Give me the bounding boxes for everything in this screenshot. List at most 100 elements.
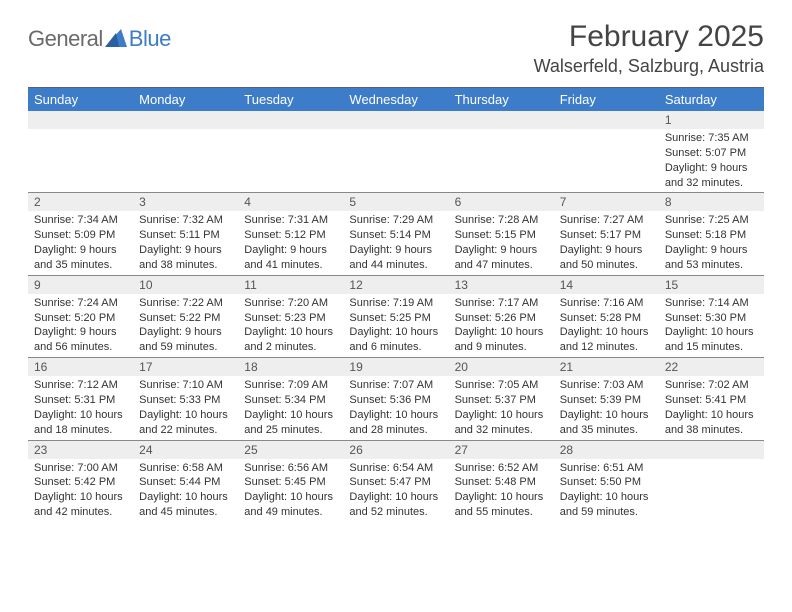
day-cell bbox=[343, 111, 448, 192]
logo-word2: Blue bbox=[129, 26, 171, 52]
day-sunrise: Sunrise: 7:02 AM bbox=[665, 378, 758, 393]
weekday-header: Monday bbox=[133, 88, 238, 111]
day-number: 22 bbox=[659, 358, 764, 376]
day-daylight2: and 59 minutes. bbox=[560, 505, 653, 520]
day-info: Sunrise: 7:28 AMSunset: 5:15 PMDaylight:… bbox=[449, 211, 554, 274]
day-sunrise: Sunrise: 7:17 AM bbox=[455, 296, 548, 311]
day-daylight2: and 32 minutes. bbox=[665, 176, 758, 191]
week-row: 1Sunrise: 7:35 AMSunset: 5:07 PMDaylight… bbox=[28, 111, 764, 193]
day-daylight2: and 9 minutes. bbox=[455, 340, 548, 355]
day-cell: 11Sunrise: 7:20 AMSunset: 5:23 PMDayligh… bbox=[238, 276, 343, 357]
day-sunrise: Sunrise: 7:27 AM bbox=[560, 213, 653, 228]
day-cell: 22Sunrise: 7:02 AMSunset: 5:41 PMDayligh… bbox=[659, 358, 764, 439]
day-number bbox=[28, 111, 133, 129]
day-daylight2: and 32 minutes. bbox=[455, 423, 548, 438]
day-daylight1: Daylight: 10 hours bbox=[560, 325, 653, 340]
day-daylight2: and 22 minutes. bbox=[139, 423, 232, 438]
day-daylight1: Daylight: 10 hours bbox=[244, 408, 337, 423]
day-daylight1: Daylight: 9 hours bbox=[455, 243, 548, 258]
day-number: 18 bbox=[238, 358, 343, 376]
day-sunset: Sunset: 5:09 PM bbox=[34, 228, 127, 243]
day-sunset: Sunset: 5:11 PM bbox=[139, 228, 232, 243]
day-daylight1: Daylight: 9 hours bbox=[665, 243, 758, 258]
day-info: Sunrise: 7:35 AMSunset: 5:07 PMDaylight:… bbox=[659, 129, 764, 192]
day-sunset: Sunset: 5:12 PM bbox=[244, 228, 337, 243]
week-row: 9Sunrise: 7:24 AMSunset: 5:20 PMDaylight… bbox=[28, 276, 764, 358]
title-block: February 2025 Walserfeld, Salzburg, Aust… bbox=[534, 20, 764, 77]
day-info: Sunrise: 6:58 AMSunset: 5:44 PMDaylight:… bbox=[133, 459, 238, 522]
day-daylight2: and 55 minutes. bbox=[455, 505, 548, 520]
day-info: Sunrise: 7:07 AMSunset: 5:36 PMDaylight:… bbox=[343, 376, 448, 439]
day-number: 12 bbox=[343, 276, 448, 294]
day-cell: 21Sunrise: 7:03 AMSunset: 5:39 PMDayligh… bbox=[554, 358, 659, 439]
day-daylight2: and 44 minutes. bbox=[349, 258, 442, 273]
day-cell: 15Sunrise: 7:14 AMSunset: 5:30 PMDayligh… bbox=[659, 276, 764, 357]
day-sunset: Sunset: 5:42 PM bbox=[34, 475, 127, 490]
logo-word1: General bbox=[28, 26, 103, 52]
day-cell: 20Sunrise: 7:05 AMSunset: 5:37 PMDayligh… bbox=[449, 358, 554, 439]
week-row: 2Sunrise: 7:34 AMSunset: 5:09 PMDaylight… bbox=[28, 193, 764, 275]
header-row: General Blue February 2025 Walserfeld, S… bbox=[28, 20, 764, 77]
day-info: Sunrise: 7:10 AMSunset: 5:33 PMDaylight:… bbox=[133, 376, 238, 439]
day-daylight2: and 53 minutes. bbox=[665, 258, 758, 273]
day-sunset: Sunset: 5:23 PM bbox=[244, 311, 337, 326]
day-number: 11 bbox=[238, 276, 343, 294]
day-info: Sunrise: 7:12 AMSunset: 5:31 PMDaylight:… bbox=[28, 376, 133, 439]
day-info: Sunrise: 7:16 AMSunset: 5:28 PMDaylight:… bbox=[554, 294, 659, 357]
day-daylight1: Daylight: 10 hours bbox=[665, 325, 758, 340]
day-number: 1 bbox=[659, 111, 764, 129]
day-cell: 10Sunrise: 7:22 AMSunset: 5:22 PMDayligh… bbox=[133, 276, 238, 357]
day-sunrise: Sunrise: 6:58 AM bbox=[139, 461, 232, 476]
day-sunrise: Sunrise: 7:05 AM bbox=[455, 378, 548, 393]
day-info: Sunrise: 7:09 AMSunset: 5:34 PMDaylight:… bbox=[238, 376, 343, 439]
day-info: Sunrise: 7:20 AMSunset: 5:23 PMDaylight:… bbox=[238, 294, 343, 357]
day-sunrise: Sunrise: 7:31 AM bbox=[244, 213, 337, 228]
day-daylight1: Daylight: 10 hours bbox=[455, 325, 548, 340]
day-sunset: Sunset: 5:34 PM bbox=[244, 393, 337, 408]
day-info: Sunrise: 7:14 AMSunset: 5:30 PMDaylight:… bbox=[659, 294, 764, 357]
day-info: Sunrise: 6:51 AMSunset: 5:50 PMDaylight:… bbox=[554, 459, 659, 522]
weekday-header: Thursday bbox=[449, 88, 554, 111]
day-sunrise: Sunrise: 6:56 AM bbox=[244, 461, 337, 476]
day-info: Sunrise: 7:24 AMSunset: 5:20 PMDaylight:… bbox=[28, 294, 133, 357]
day-info: Sunrise: 7:27 AMSunset: 5:17 PMDaylight:… bbox=[554, 211, 659, 274]
day-info: Sunrise: 7:03 AMSunset: 5:39 PMDaylight:… bbox=[554, 376, 659, 439]
day-info: Sunrise: 7:32 AMSunset: 5:11 PMDaylight:… bbox=[133, 211, 238, 274]
day-daylight1: Daylight: 9 hours bbox=[665, 161, 758, 176]
day-number bbox=[133, 111, 238, 129]
day-daylight1: Daylight: 9 hours bbox=[34, 325, 127, 340]
day-sunrise: Sunrise: 7:16 AM bbox=[560, 296, 653, 311]
day-sunset: Sunset: 5:36 PM bbox=[349, 393, 442, 408]
day-sunrise: Sunrise: 7:34 AM bbox=[34, 213, 127, 228]
day-cell bbox=[449, 111, 554, 192]
day-sunset: Sunset: 5:07 PM bbox=[665, 146, 758, 161]
day-number: 17 bbox=[133, 358, 238, 376]
logo: General Blue bbox=[28, 20, 171, 52]
day-sunset: Sunset: 5:39 PM bbox=[560, 393, 653, 408]
day-sunset: Sunset: 5:28 PM bbox=[560, 311, 653, 326]
day-sunrise: Sunrise: 7:35 AM bbox=[665, 131, 758, 146]
day-cell: 27Sunrise: 6:52 AMSunset: 5:48 PMDayligh… bbox=[449, 441, 554, 522]
day-number: 6 bbox=[449, 193, 554, 211]
day-sunset: Sunset: 5:18 PM bbox=[665, 228, 758, 243]
day-number bbox=[449, 111, 554, 129]
day-number: 5 bbox=[343, 193, 448, 211]
day-cell: 8Sunrise: 7:25 AMSunset: 5:18 PMDaylight… bbox=[659, 193, 764, 274]
calendar-page: General Blue February 2025 Walserfeld, S… bbox=[0, 0, 792, 532]
day-daylight1: Daylight: 10 hours bbox=[560, 408, 653, 423]
day-sunset: Sunset: 5:47 PM bbox=[349, 475, 442, 490]
day-cell: 5Sunrise: 7:29 AMSunset: 5:14 PMDaylight… bbox=[343, 193, 448, 274]
day-cell bbox=[659, 441, 764, 522]
day-sunrise: Sunrise: 7:32 AM bbox=[139, 213, 232, 228]
day-number: 9 bbox=[28, 276, 133, 294]
day-sunset: Sunset: 5:14 PM bbox=[349, 228, 442, 243]
day-sunset: Sunset: 5:25 PM bbox=[349, 311, 442, 326]
day-number: 4 bbox=[238, 193, 343, 211]
day-number: 7 bbox=[554, 193, 659, 211]
day-sunrise: Sunrise: 6:54 AM bbox=[349, 461, 442, 476]
day-daylight1: Daylight: 10 hours bbox=[139, 408, 232, 423]
day-number: 3 bbox=[133, 193, 238, 211]
day-number: 21 bbox=[554, 358, 659, 376]
day-info: Sunrise: 6:54 AMSunset: 5:47 PMDaylight:… bbox=[343, 459, 448, 522]
day-number: 28 bbox=[554, 441, 659, 459]
